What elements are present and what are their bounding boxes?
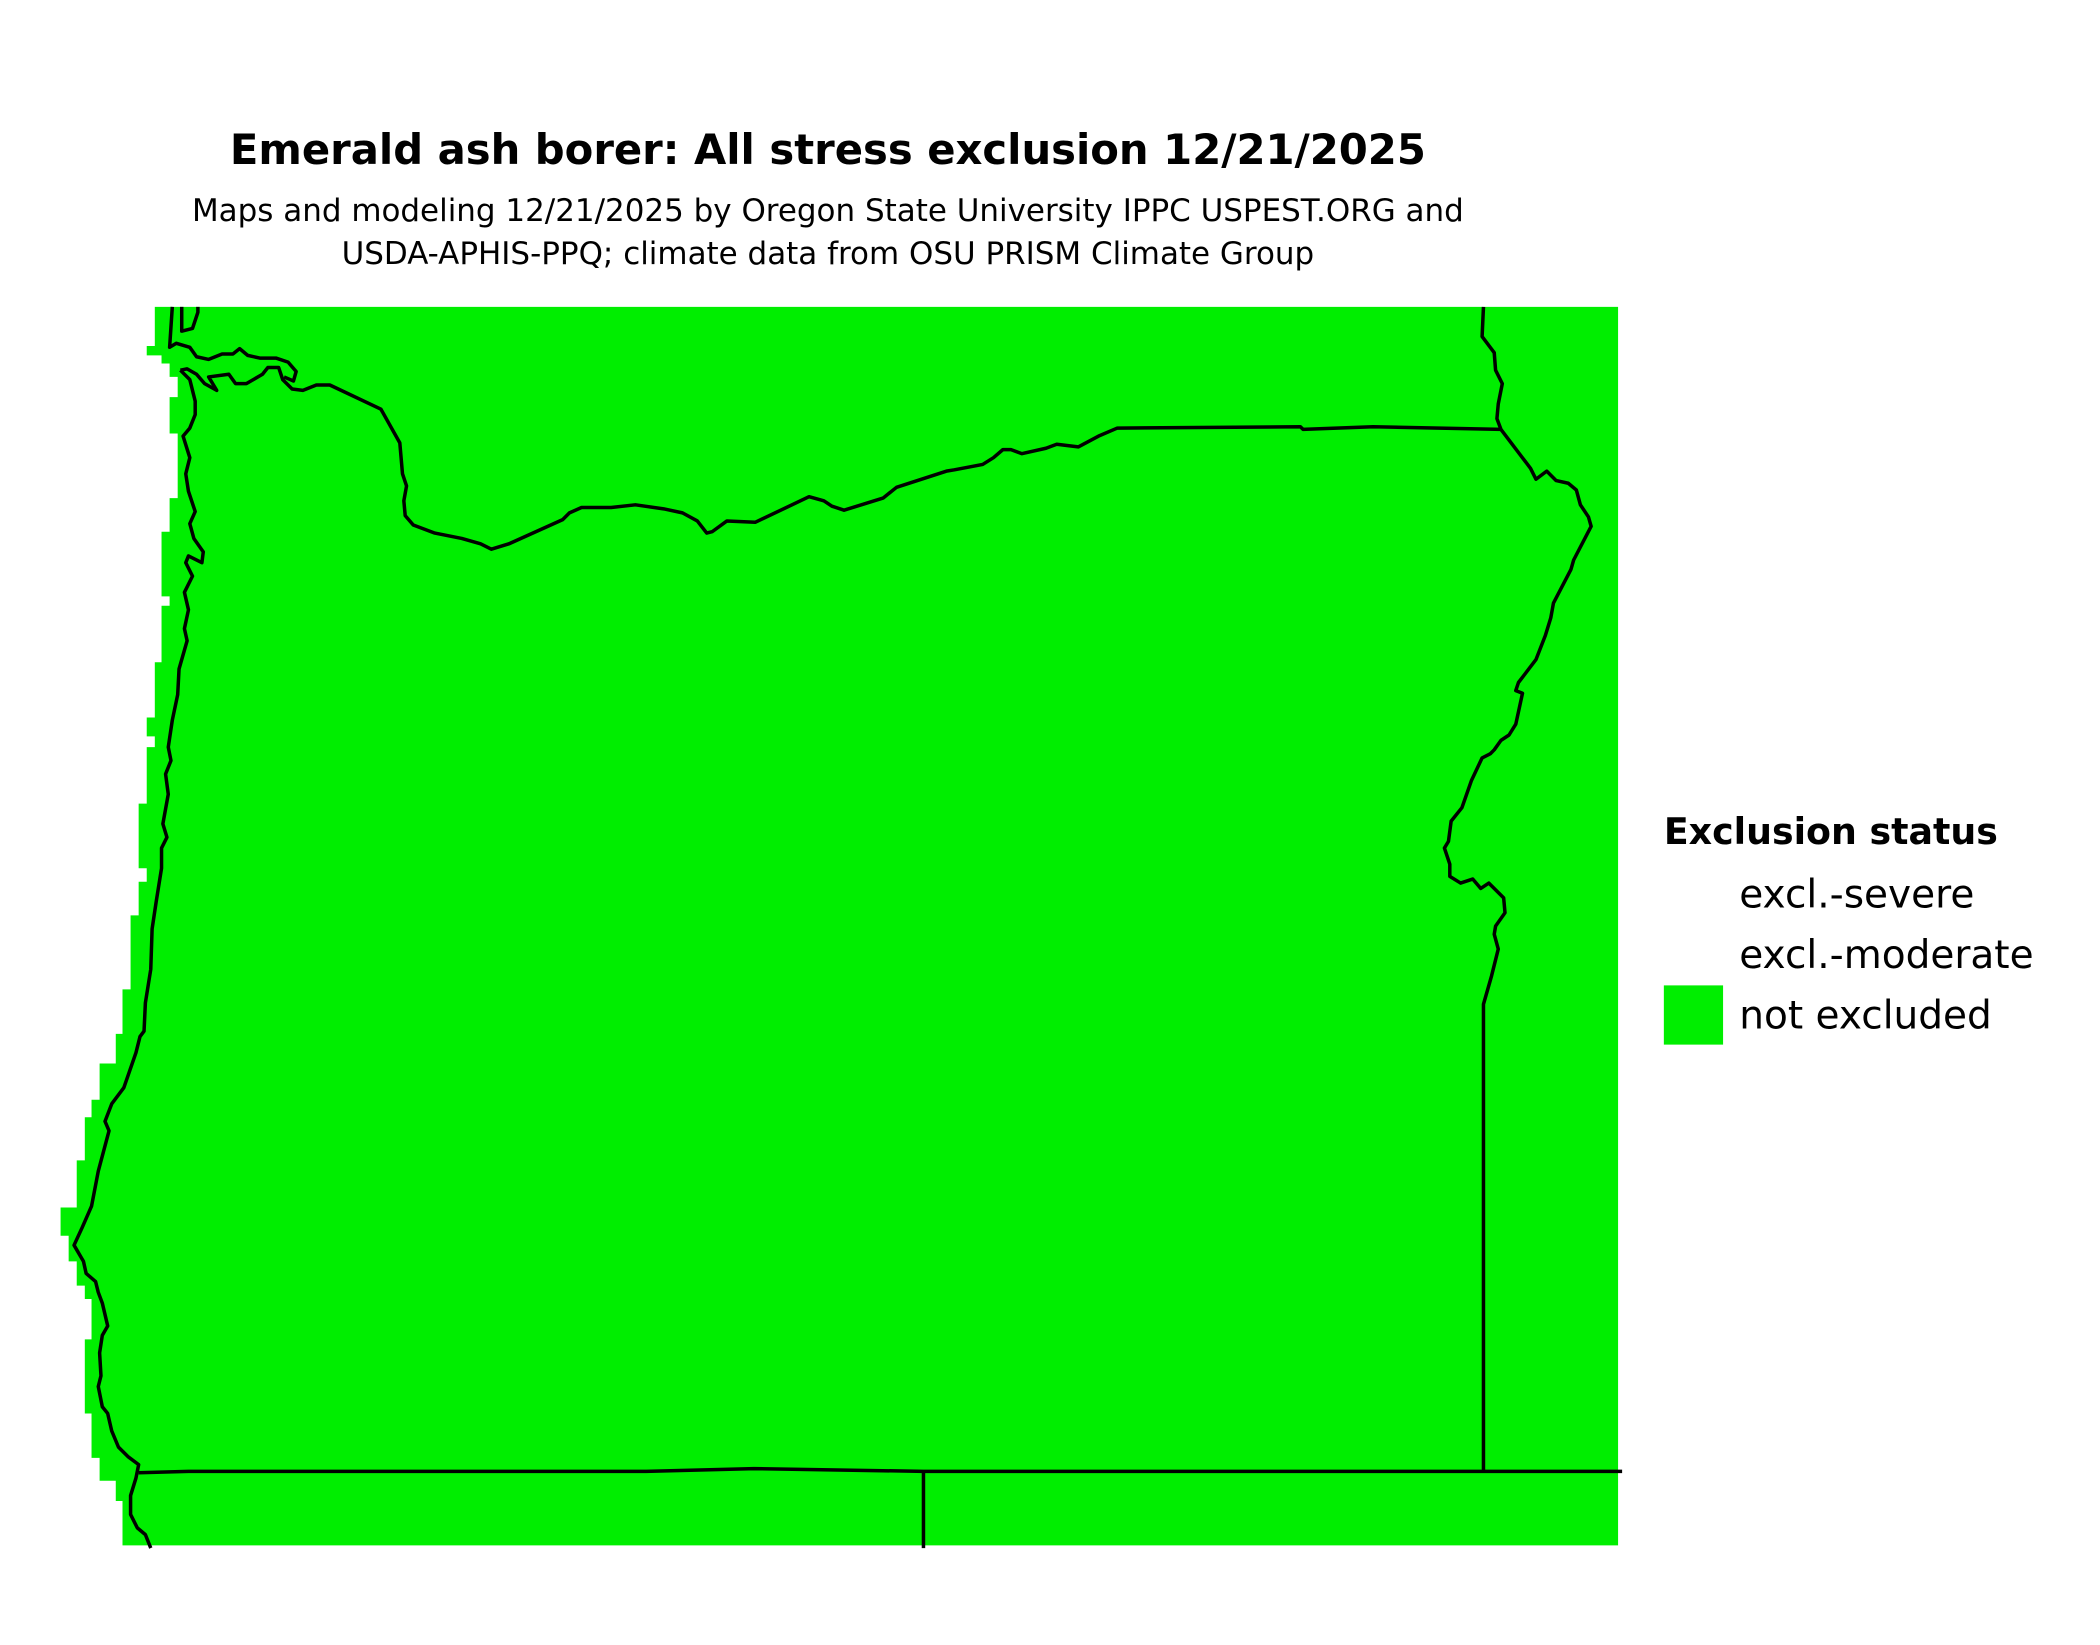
legend-swatch-excl-moderate — [1663, 924, 1724, 985]
washington-oregon-border — [167, 306, 1501, 551]
legend-label-excl-severe: excl.-severe — [1739, 872, 1974, 917]
legend: Exclusion status excl.-severe excl.-mode… — [1663, 810, 2034, 1045]
oregon-california-nevada-border — [138, 1466, 1623, 1475]
legend-label-excl-moderate: excl.-moderate — [1739, 933, 2033, 978]
legend-label-not-excluded: not excluded — [1739, 993, 1992, 1038]
map-subtitle-line1: Maps and modeling 12/21/2025 by Oregon S… — [192, 193, 1464, 229]
legend-title: Exclusion status — [1664, 810, 1998, 853]
washington-inlet-outline — [179, 306, 200, 333]
map-subtitle-line2: USDA-APHIS-PPQ; climate data from OSU PR… — [342, 236, 1315, 272]
oregon-idaho-border — [1442, 306, 1593, 1473]
map-area — [60, 306, 1623, 1549]
coastline — [72, 368, 206, 1549]
map-title: Emerald ash borer: All stress exclusion … — [230, 125, 1426, 174]
legend-swatch-not-excluded — [1663, 985, 1724, 1045]
legend-swatch-excl-severe — [1663, 864, 1724, 924]
not-excluded-region — [60, 306, 1619, 1546]
